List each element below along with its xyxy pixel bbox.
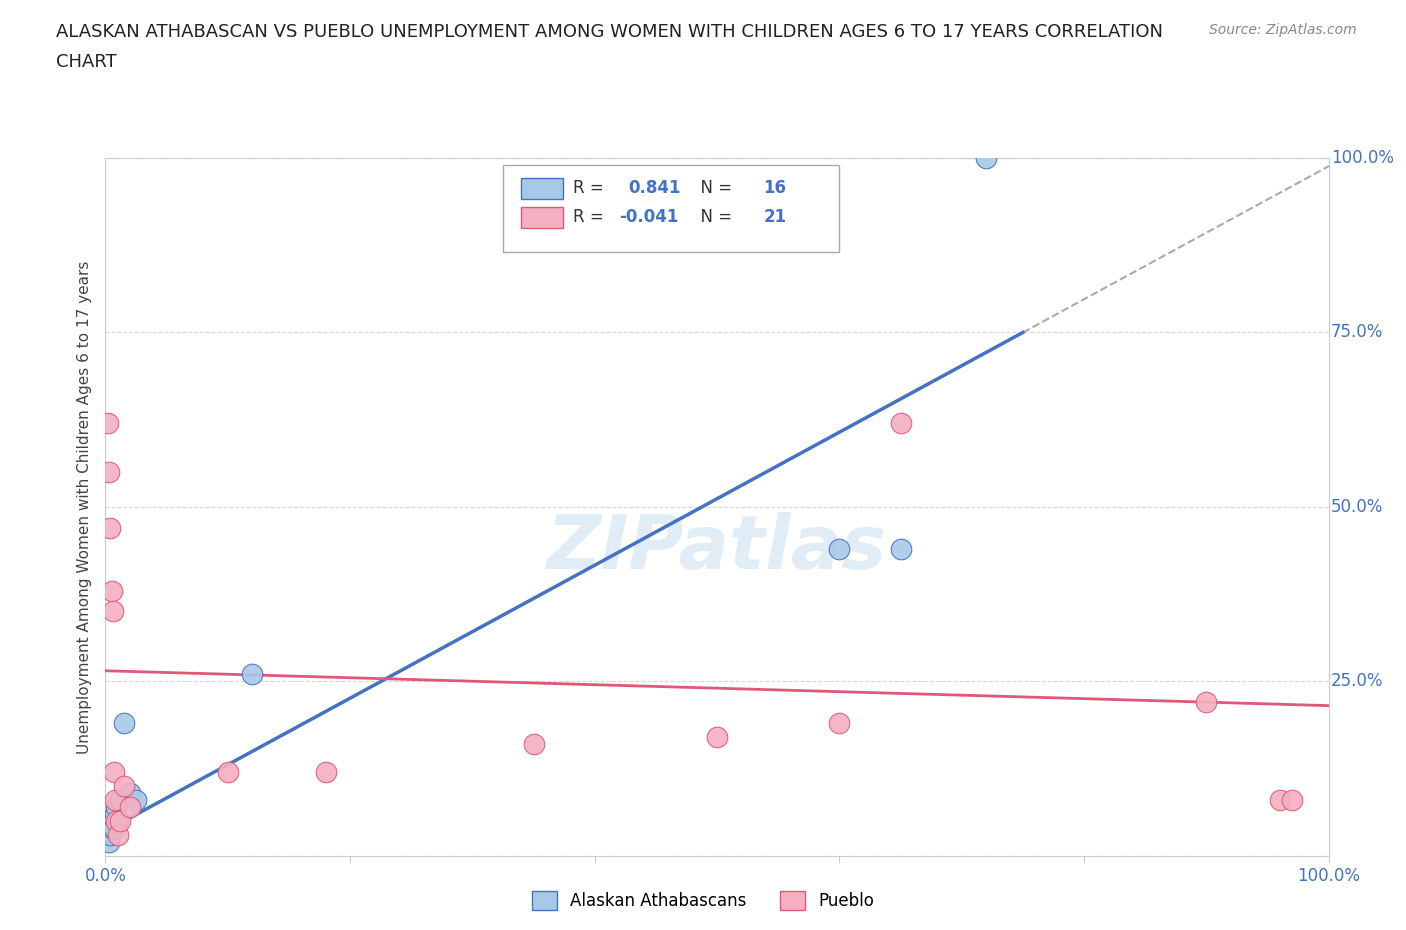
- Text: 100.0%: 100.0%: [1331, 149, 1395, 167]
- Point: [112, 778, 135, 793]
- Point: [98, 521, 121, 536]
- Point: [98, 828, 121, 843]
- Text: R =: R =: [572, 208, 609, 226]
- Text: 75.0%: 75.0%: [1331, 324, 1384, 341]
- Point: [107, 813, 129, 829]
- Point: [118, 799, 141, 815]
- Text: 16: 16: [763, 179, 786, 197]
- Text: 25.0%: 25.0%: [1331, 672, 1384, 690]
- Point: [104, 806, 127, 821]
- Text: CHART: CHART: [56, 53, 117, 71]
- Point: [105, 813, 128, 829]
- Text: 50.0%: 50.0%: [1331, 498, 1384, 516]
- Point: [103, 764, 125, 779]
- FancyBboxPatch shape: [522, 207, 562, 228]
- Text: N =: N =: [690, 208, 738, 226]
- Point: [706, 729, 728, 744]
- Text: ALASKAN ATHABASCAN VS PUEBLO UNEMPLOYMENT AMONG WOMEN WITH CHILDREN AGES 6 TO 17: ALASKAN ATHABASCAN VS PUEBLO UNEMPLOYMEN…: [56, 23, 1163, 41]
- Point: [97, 416, 120, 431]
- Point: [217, 764, 239, 779]
- Point: [1195, 695, 1218, 710]
- Point: [100, 583, 122, 598]
- Text: Source: ZipAtlas.com: Source: ZipAtlas.com: [1209, 23, 1357, 37]
- Point: [105, 799, 128, 815]
- Point: [828, 541, 851, 556]
- Text: -0.041: -0.041: [619, 208, 679, 226]
- Point: [101, 813, 124, 829]
- Point: [103, 820, 125, 835]
- Y-axis label: Unemployment Among Women with Children Ages 6 to 17 years: Unemployment Among Women with Children A…: [77, 260, 93, 753]
- Point: [315, 764, 337, 779]
- Text: 21: 21: [763, 208, 787, 226]
- FancyBboxPatch shape: [503, 166, 839, 252]
- Point: [104, 792, 127, 807]
- Point: [112, 716, 135, 731]
- Point: [125, 792, 148, 807]
- Point: [1268, 792, 1291, 807]
- Point: [1281, 792, 1303, 807]
- Text: 0.841: 0.841: [627, 179, 681, 197]
- Point: [98, 465, 121, 480]
- Point: [522, 737, 544, 751]
- Point: [889, 541, 911, 556]
- Point: [101, 604, 124, 619]
- Legend: Alaskan Athabascans, Pueblo: Alaskan Athabascans, Pueblo: [526, 884, 880, 917]
- Point: [828, 716, 851, 731]
- Point: [107, 828, 129, 843]
- Point: [108, 813, 131, 829]
- Point: [240, 667, 263, 682]
- Point: [118, 785, 141, 800]
- Text: ZIPatlas: ZIPatlas: [547, 512, 887, 585]
- Point: [974, 151, 997, 166]
- Point: [889, 416, 911, 431]
- FancyBboxPatch shape: [522, 178, 562, 199]
- Point: [108, 792, 131, 807]
- Point: [98, 834, 121, 849]
- Point: [100, 820, 122, 835]
- Text: N =: N =: [690, 179, 738, 197]
- Text: R =: R =: [572, 179, 609, 197]
